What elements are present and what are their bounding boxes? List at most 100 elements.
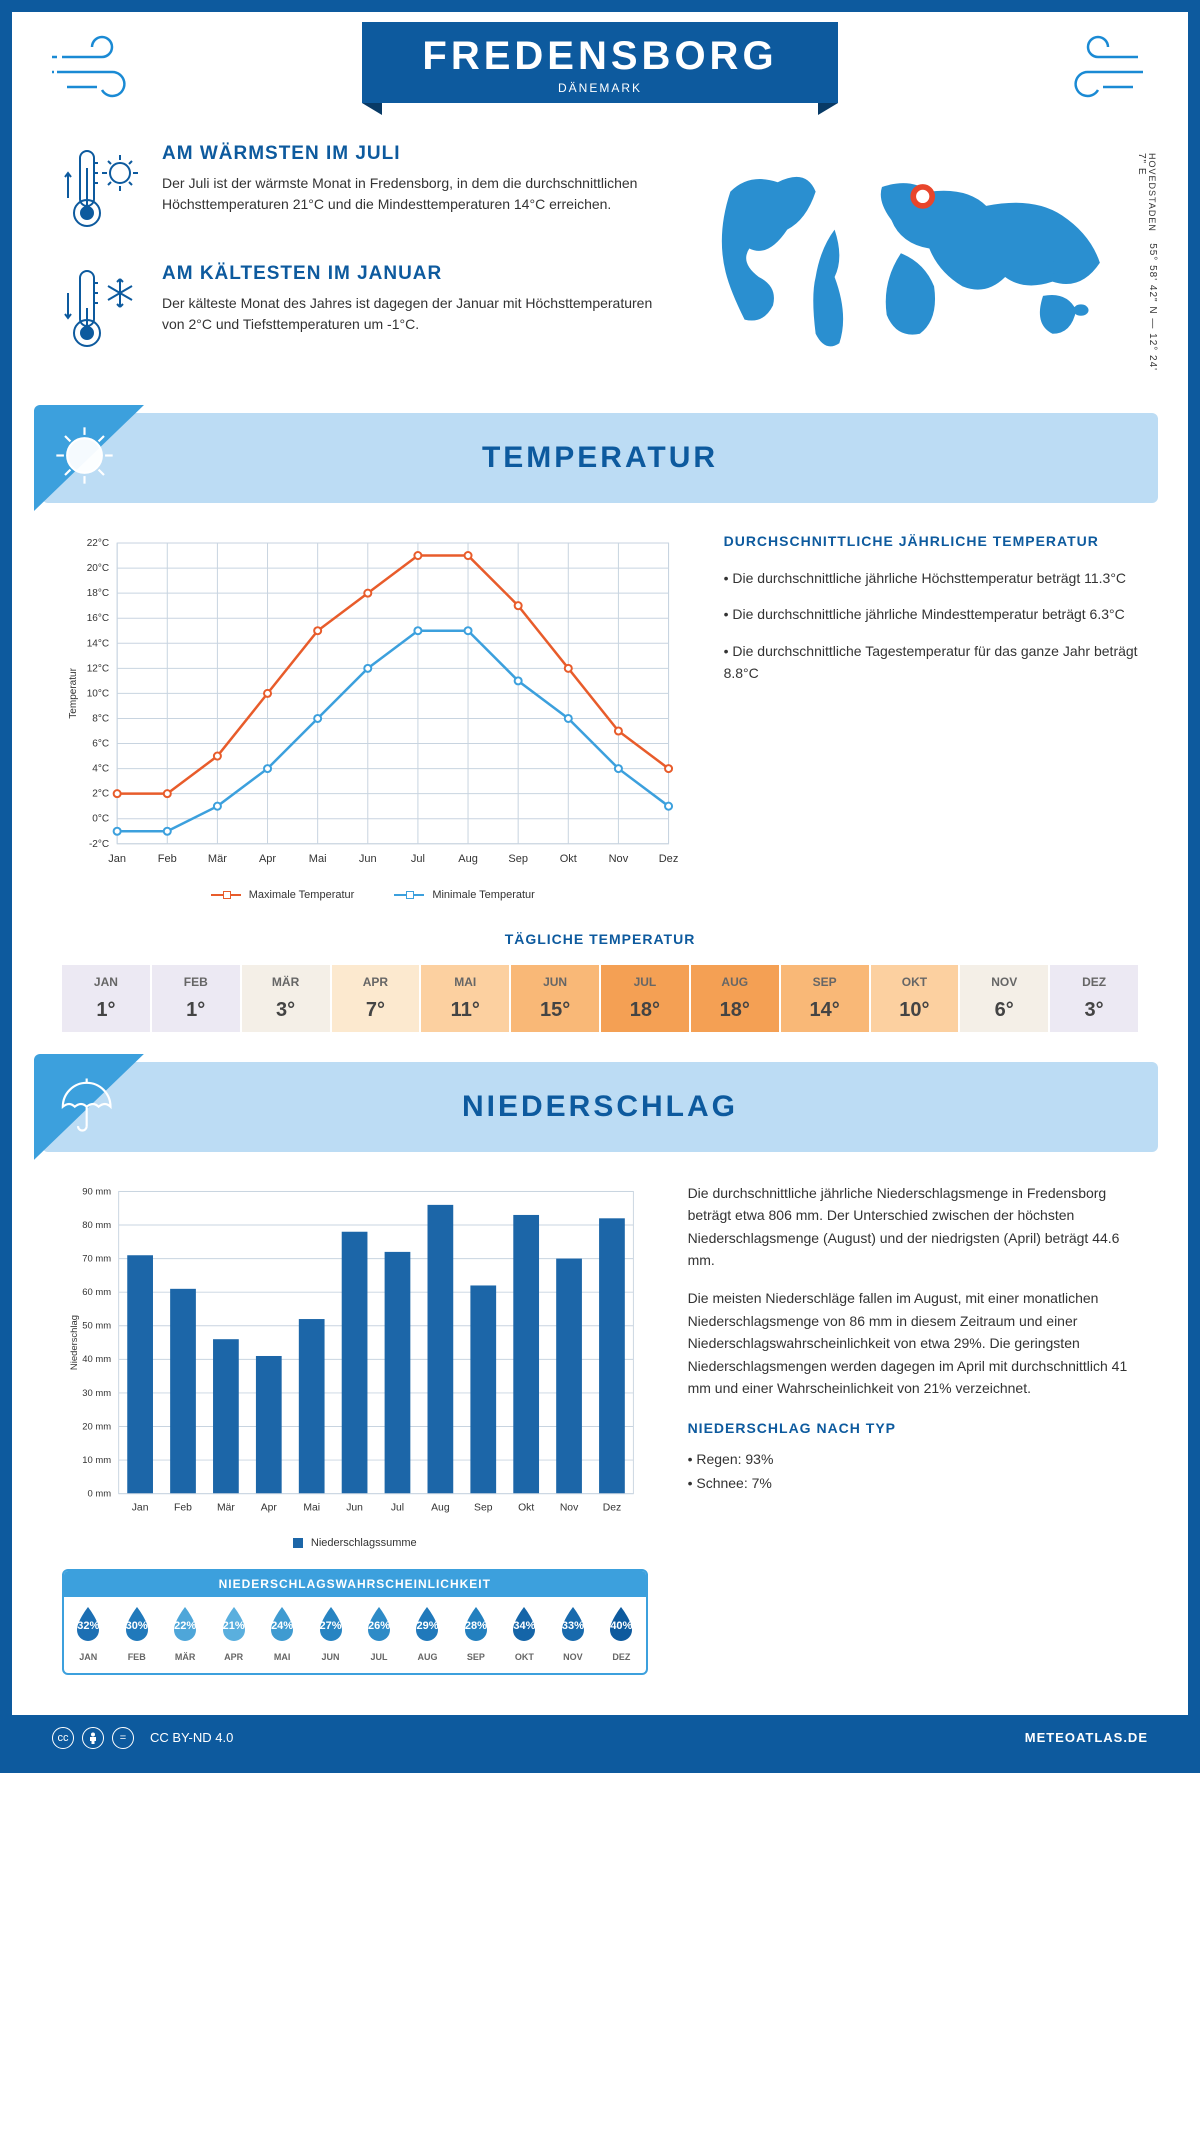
nd-icon: = [112,1727,134,1749]
temp-cell-month: MAI [421,975,509,989]
probability-value: 26% [368,1620,390,1632]
raindrop-icon: 29% [412,1605,442,1643]
svg-text:6°C: 6°C [92,739,109,750]
probability-cell: 27% JUN [306,1597,354,1673]
temp-legend: .legend-item:nth-child(1) .legend-line::… [62,889,684,901]
temp-cell-value: 10° [871,999,959,1022]
temp-info-title: DURCHSCHNITTLICHE JÄHRLICHE TEMPERATUR [724,533,1138,549]
license-text: CC BY-ND 4.0 [150,1730,233,1745]
temperature-info: DURCHSCHNITTLICHE JÄHRLICHE TEMPERATUR •… [724,533,1138,901]
temp-cell-value: 6° [960,999,1048,1022]
footer: cc = CC BY-ND 4.0 METEOATLAS.DE [12,1715,1188,1761]
city-name: FREDENSBORG [422,34,777,79]
probability-month: MÄR [175,1652,196,1662]
temp-cell: MÄR3° [242,965,330,1032]
raindrop-icon: 22% [170,1605,200,1643]
svg-text:18°C: 18°C [87,588,109,599]
precip-para: Die meisten Niederschläge fallen im Augu… [688,1287,1138,1399]
precip-type-title: NIEDERSCHLAG NACH TYP [688,1417,1138,1439]
probability-month: NOV [563,1652,583,1662]
temp-cell-value: 14° [781,999,869,1022]
svg-text:Jun: Jun [359,853,377,865]
precipitation-title: NIEDERSCHLAG [462,1090,738,1124]
temp-cell-month: DEZ [1050,975,1138,989]
temp-cell: NOV6° [960,965,1048,1032]
legend-bar: Niederschlagssumme [293,1537,417,1549]
probability-cell: 34% OKT [500,1597,548,1673]
probability-month: APR [224,1652,243,1662]
svg-text:30 mm: 30 mm [82,1388,111,1399]
temp-cell-value: 1° [62,999,150,1022]
svg-text:Mär: Mär [208,853,227,865]
wind-icon [1048,32,1148,107]
temp-cell: FEB1° [152,965,240,1032]
svg-text:0 mm: 0 mm [88,1488,112,1499]
by-icon [82,1727,104,1749]
daily-temp-grid: JAN1°FEB1°MÄR3°APR7°MAI11°JUN15°JUL18°AU… [62,965,1138,1032]
svg-text:20°C: 20°C [87,563,109,574]
svg-text:16°C: 16°C [87,613,109,624]
probability-cell: 32% JAN [64,1597,112,1673]
coldest-text: Der kälteste Monat des Jahres ist dagege… [162,293,653,335]
svg-text:22°C: 22°C [87,538,109,549]
svg-text:Apr: Apr [261,1503,278,1514]
facts-column: AM WÄRMSTEN IM JULI Der Juli ist der wär… [62,143,653,383]
temp-cell: MAI11° [421,965,509,1032]
precipitation-banner: NIEDERSCHLAG [42,1062,1158,1152]
svg-text:Aug: Aug [458,853,478,865]
probability-value: 21% [223,1620,245,1632]
temp-bullet: • Die durchschnittliche jährliche Höchst… [724,567,1138,589]
svg-text:10°C: 10°C [87,688,109,699]
temperature-chart: -2°C0°C2°C4°C6°C8°C10°C12°C14°C16°C18°C2… [62,533,684,901]
umbrella-icon [52,1072,117,1142]
svg-text:40 mm: 40 mm [82,1354,111,1365]
probability-grid: 32% JAN 30% FEB 22% MÄR 21% APR 24% MAI … [64,1597,646,1673]
precip-legend: Niederschlagssumme [62,1537,648,1549]
daily-temp-title: TÄGLICHE TEMPERATUR [62,931,1138,947]
temperature-title: TEMPERATUR [482,441,718,475]
raindrop-icon: 26% [364,1605,394,1643]
temp-bullet: • Die durchschnittliche Tagestemperatur … [724,640,1138,685]
probability-value: 29% [416,1620,438,1632]
precipitation-text: Die durchschnittliche jährliche Niedersc… [688,1182,1138,1675]
temp-cell-month: AUG [691,975,779,989]
probability-value: 27% [320,1620,342,1632]
svg-text:Mai: Mai [303,1503,320,1514]
temperature-banner: TEMPERATUR [42,413,1158,503]
coldest-fact: AM KÄLTESTEN IM JANUAR Der kälteste Mona… [62,263,653,358]
temp-cell-month: JUL [601,975,689,989]
probability-cell: 33% NOV [549,1597,597,1673]
temp-cell-month: OKT [871,975,959,989]
svg-text:Sep: Sep [508,853,528,865]
probability-value: 40% [610,1620,632,1632]
title-ribbon: FREDENSBORG DÄNEMARK [362,22,837,103]
probability-month: JUN [322,1652,340,1662]
svg-text:Nov: Nov [609,853,629,865]
page-container: FREDENSBORG DÄNEMARK AM WÄRMSTEN IM JULI [0,0,1200,1773]
temp-cell: DEZ3° [1050,965,1138,1032]
svg-text:0°C: 0°C [92,814,109,825]
legend-min: .legend-item:nth-child(2) .legend-line::… [394,889,535,901]
site-name: METEOATLAS.DE [1025,1730,1148,1745]
temp-cell-month: MÄR [242,975,330,989]
svg-text:12°C: 12°C [87,663,109,674]
temp-cell-month: JAN [62,975,150,989]
svg-text:Jul: Jul [411,853,425,865]
precip-type: • Schnee: 7% [688,1472,1138,1494]
thermometer-sun-icon [62,143,142,238]
svg-text:2°C: 2°C [92,789,109,800]
license-block: cc = CC BY-ND 4.0 [52,1727,233,1749]
precipitation-chart: 0 mm10 mm20 mm30 mm40 mm50 mm60 mm70 mm8… [62,1182,648,1522]
fact-content: AM KÄLTESTEN IM JANUAR Der kälteste Mona… [162,263,653,335]
temp-cell-month: JUN [511,975,599,989]
svg-text:10 mm: 10 mm [82,1455,111,1466]
svg-text:Mär: Mär [217,1503,235,1514]
coldest-title: AM KÄLTESTEN IM JANUAR [162,263,653,285]
svg-text:Feb: Feb [158,853,177,865]
region: HOVEDSTADEN [1147,153,1157,232]
legend-max: .legend-item:nth-child(1) .legend-line::… [211,889,355,901]
daily-temperature: TÄGLICHE TEMPERATUR JAN1°FEB1°MÄR3°APR7°… [62,931,1138,1032]
raindrop-icon: 24% [267,1605,297,1643]
svg-text:Okt: Okt [518,1503,534,1514]
intro-section: AM WÄRMSTEN IM JULI Der Juli ist der wär… [12,143,1188,413]
